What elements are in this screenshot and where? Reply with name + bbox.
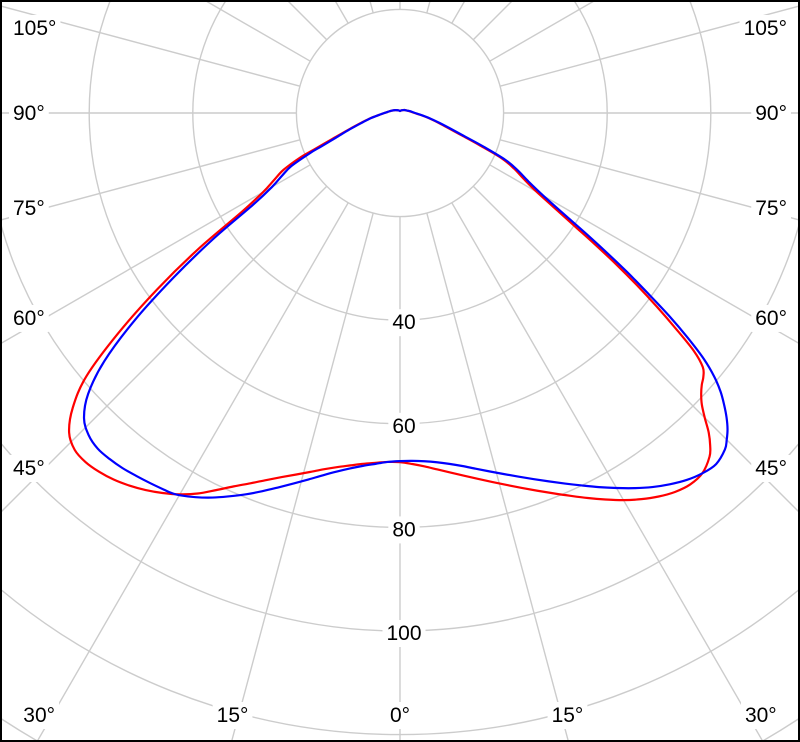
blue-curve: [82, 108, 729, 499]
label-backplate: [9, 195, 49, 223]
polar-grid-ray: [426, 212, 569, 740]
label-backplate: [9, 455, 49, 482]
polar-grid-ray: [451, 202, 763, 740]
angle-label-left: 45°: [13, 457, 45, 480]
label-backplate: [9, 304, 49, 332]
polar-grid-ray: [2, 164, 311, 344]
angle-label-right: 45°: [755, 457, 787, 480]
angle-label-bottom: 15°: [217, 704, 249, 727]
angle-label-bottom: 15°: [552, 704, 584, 727]
label-backplate: [751, 195, 791, 223]
angle-label-bottom: 30°: [745, 704, 777, 727]
polar-grid-ray: [37, 202, 349, 740]
polar-grid-ray: [2, 185, 328, 512]
label-backplate: [388, 412, 420, 440]
polar-grid-ray: [231, 212, 374, 740]
label-backplate: [751, 304, 791, 332]
angle-label-left: 105°: [13, 17, 56, 40]
label-backplate: [9, 100, 49, 127]
label-backplate: [751, 100, 791, 127]
label-backplate: [751, 455, 791, 482]
radial-value-label: 40: [392, 311, 415, 334]
angle-label-right: 75°: [755, 197, 787, 220]
label-backplate: [19, 702, 60, 729]
angle-label-bottom: 0°: [390, 704, 410, 727]
label-backplate: [547, 702, 588, 729]
label-backplate: [385, 702, 415, 729]
label-backplate: [388, 516, 420, 544]
axis-labels: 45° 45° 60° 60° 75° 75° 90° 90° 105° 105° 0° 15° 15°…: [9, 15, 791, 729]
label-backplate: [739, 15, 791, 42]
polar-grid-ray: [489, 164, 798, 344]
label-backplate: [382, 620, 426, 647]
angle-label-right: 60°: [755, 307, 787, 330]
polar-grid-ray: [2, 5, 301, 87]
radial-value-label: 60: [392, 415, 415, 438]
red-curve: [67, 108, 712, 502]
angle-label-left: 60°: [13, 307, 45, 330]
label-backplate: [212, 702, 253, 729]
radial-value-label: 100: [386, 622, 421, 645]
angle-label-bottom: 30°: [23, 704, 55, 727]
radial-value-label: 80: [392, 518, 415, 541]
label-backplate: [388, 309, 420, 337]
polar-grid-ray: [472, 185, 798, 512]
label-backplate: [740, 702, 781, 729]
angle-label-right: 90°: [755, 102, 787, 125]
angle-label-right: 105°: [744, 17, 787, 40]
angle-label-left: 75°: [13, 197, 45, 220]
polar-grid-ray: [499, 5, 798, 87]
polar-grid-ray: [499, 139, 798, 221]
polar-grid-ray: [2, 139, 301, 221]
label-backplate: [9, 15, 61, 42]
angle-label-left: 90°: [13, 102, 45, 125]
